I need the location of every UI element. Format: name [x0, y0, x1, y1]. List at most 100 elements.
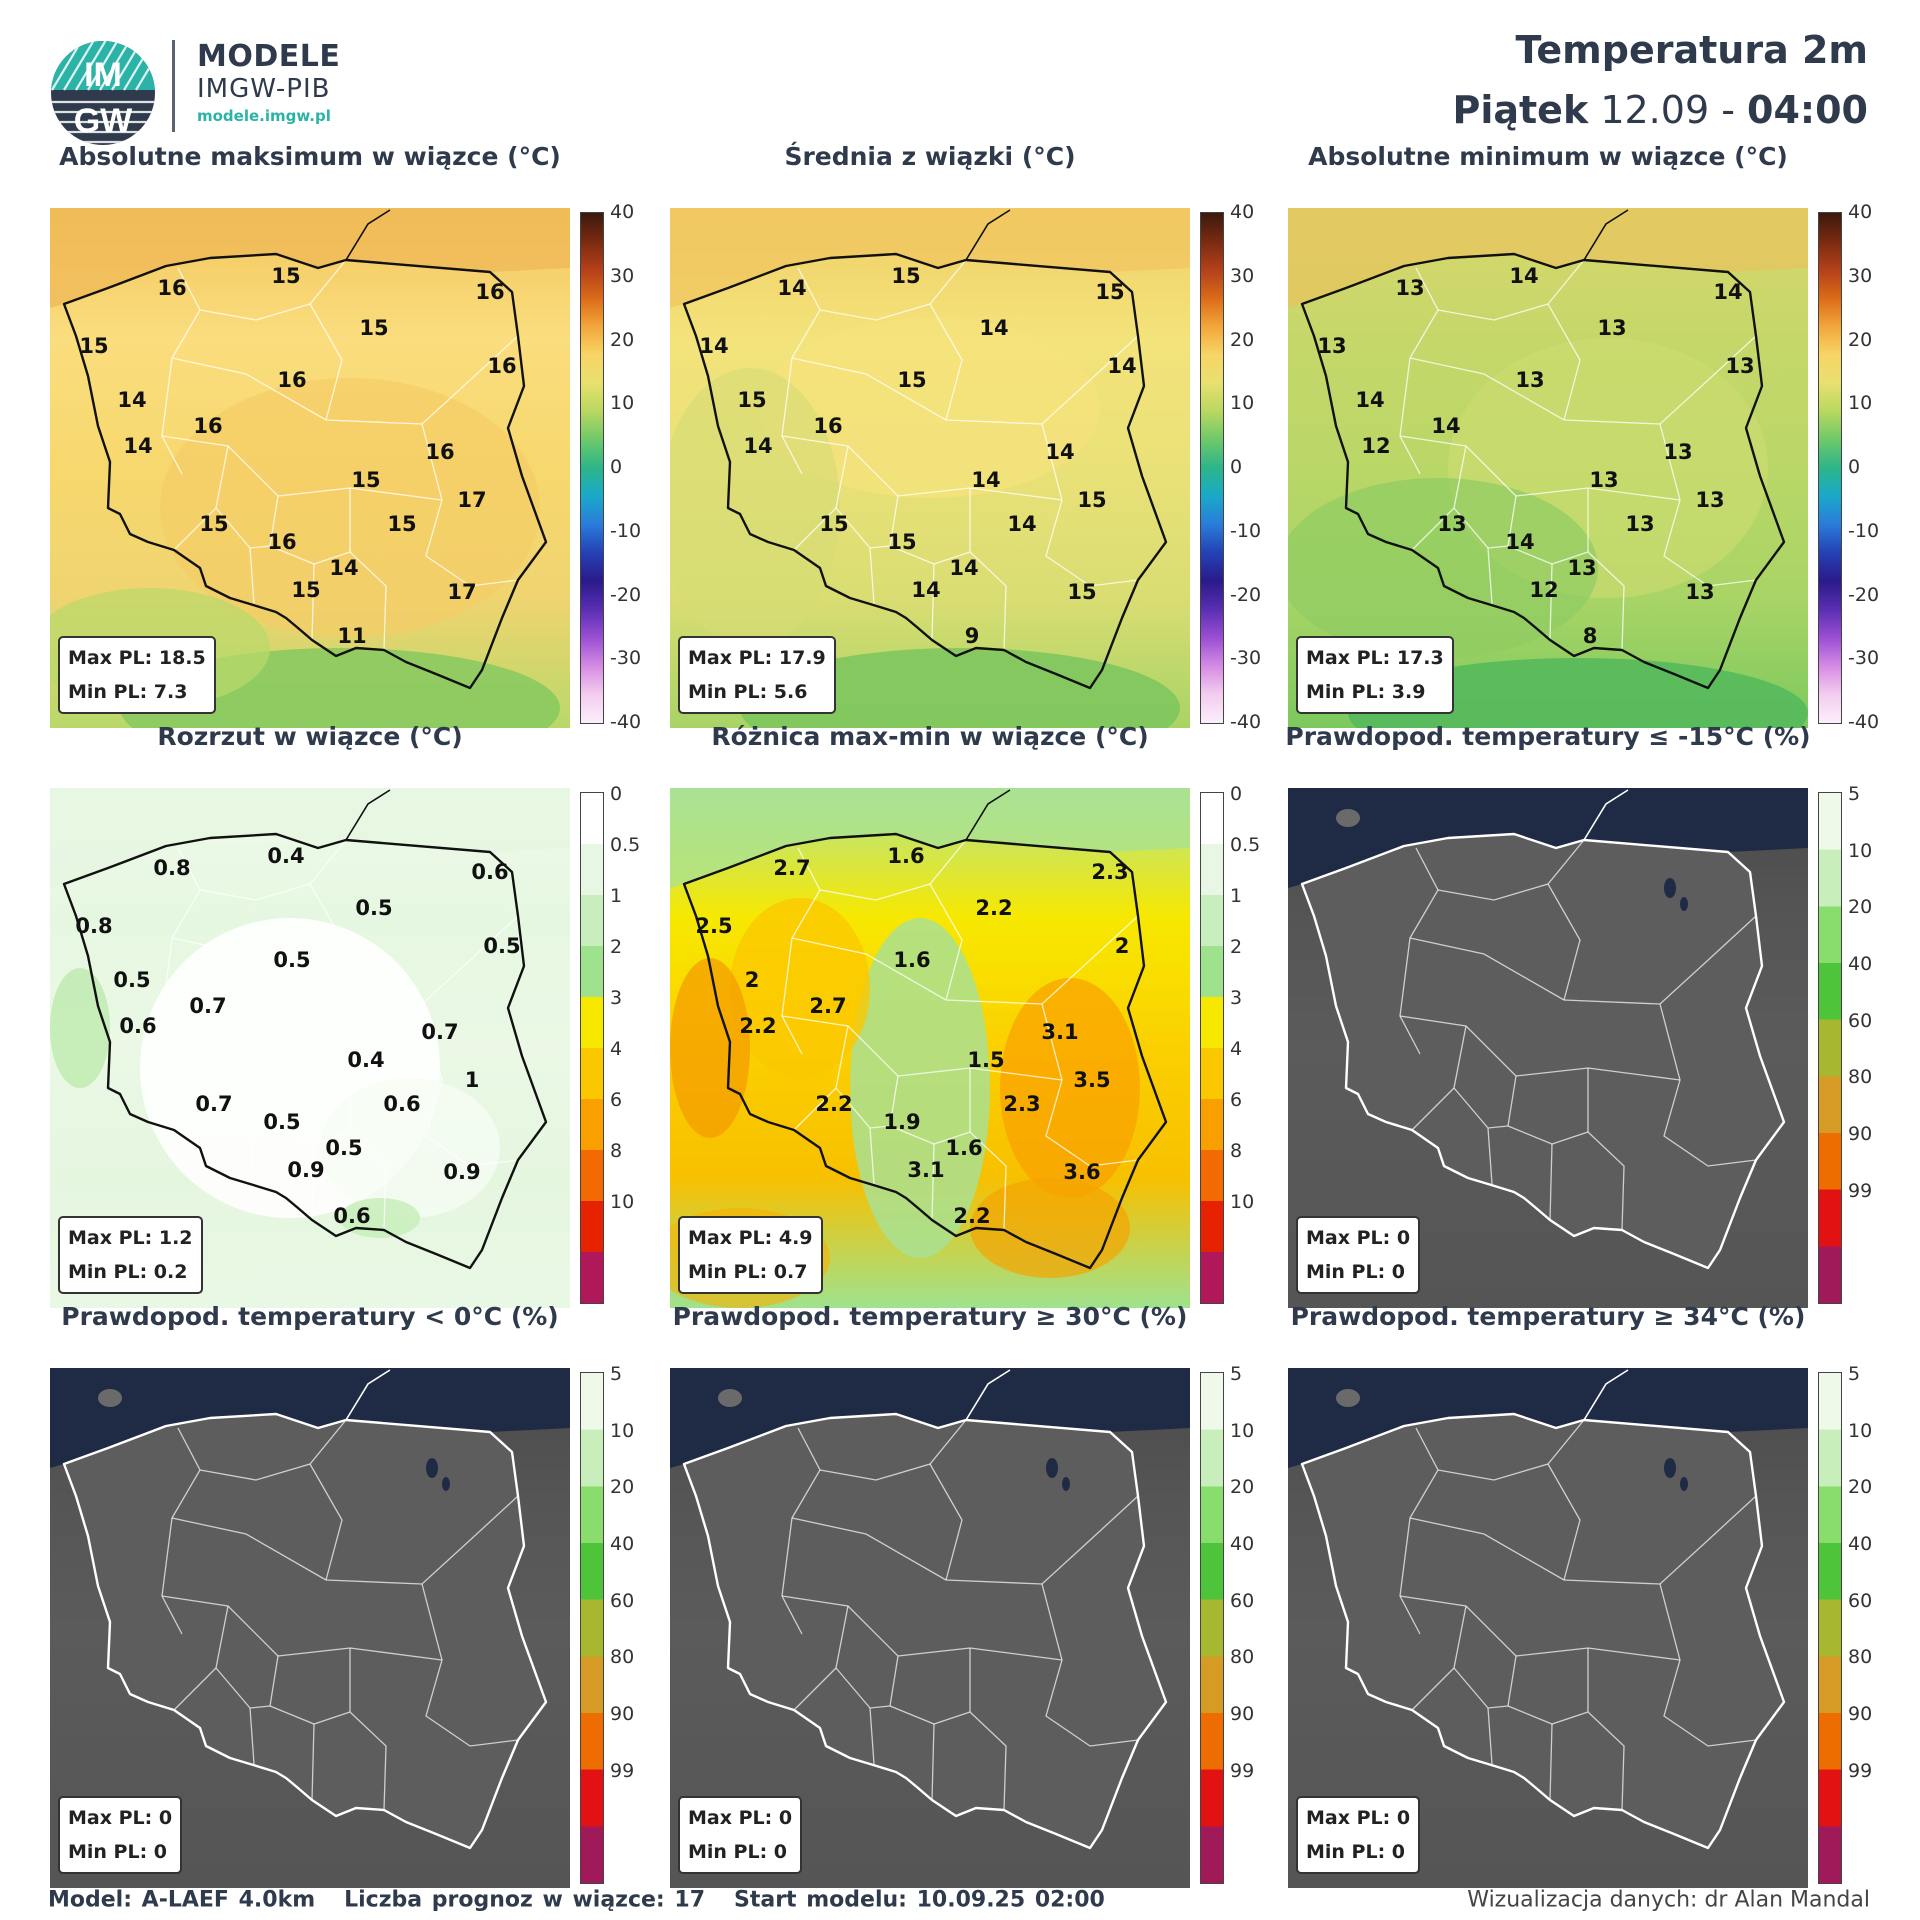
value-label: 14 — [1505, 530, 1535, 554]
value-label: 15 — [291, 578, 321, 602]
colorbar-tick: 80 — [1230, 1646, 1255, 1669]
value-label: 13 — [1725, 354, 1755, 378]
value-label: 0.8 — [153, 856, 191, 880]
value-label: 16 — [157, 276, 187, 300]
colorbar-tick: 4 — [1230, 1038, 1243, 1060]
colorbar-tick: 40 — [610, 1533, 635, 1555]
colorbar-tick: 40 — [610, 201, 635, 223]
colorbar-tick: 5 — [1848, 783, 1861, 805]
colorbar-tick: 0 — [610, 783, 623, 805]
stat-min: Min PL: 0.7 — [688, 1261, 808, 1283]
temp-colorbar — [580, 212, 604, 724]
map-canvas — [1288, 1368, 1808, 1888]
colorbar-tick: 10 — [1848, 392, 1873, 415]
value-label: 15 — [271, 264, 301, 288]
value-label: 1.5 — [967, 1048, 1005, 1072]
svg-text:GW: GW — [74, 102, 133, 140]
value-label: 0.5 — [355, 896, 393, 920]
value-label: 0.5 — [263, 1110, 301, 1134]
stats-box: Max PL: 1.2 Min PL: 0.2 — [58, 1216, 203, 1294]
value-label: 0.7 — [189, 994, 227, 1018]
value-label: 15 — [891, 264, 921, 288]
colorbar-tick: 8 — [610, 1140, 623, 1162]
value-label: 16 — [813, 414, 843, 438]
colorbar-tick: 99 — [610, 1759, 635, 1782]
page-title: Temperatura 2m — [1515, 28, 1868, 72]
value-label: 14 — [1007, 512, 1037, 536]
value-label: 0.8 — [75, 914, 113, 938]
credit: Wizualizacja danych: dr Alan Mandal — [1467, 1887, 1870, 1913]
colorbar-tick: 2 — [1230, 936, 1243, 958]
colorbar-tick: 5 — [1848, 1363, 1861, 1385]
colorbar-tick: 20 — [1230, 1476, 1255, 1499]
value-label: 1.6 — [893, 948, 931, 972]
stat-max: Max PL: 17.9 — [688, 647, 826, 669]
stat-min: Min PL: 0 — [1306, 1261, 1406, 1283]
value-label: 0.5 — [273, 948, 311, 972]
value-label: 13 — [1395, 276, 1425, 300]
spread-colorbar — [1200, 792, 1224, 1304]
value-label: 13 — [1685, 580, 1715, 604]
colorbar-tick: -20 — [1848, 583, 1880, 606]
value-label: 14 — [911, 578, 941, 602]
stats-box: Max PL: 0 Min PL: 0 — [678, 1796, 803, 1874]
value-label: 14 — [1045, 440, 1075, 464]
colorbar-tick: 40 — [1848, 201, 1873, 223]
colorbar-tick: 10 — [1848, 1419, 1873, 1442]
colorbar-tick: 40 — [1230, 1533, 1255, 1555]
value-label: 14 — [117, 388, 147, 412]
model-info: Model: A-LAEF 4.0km Liczba prognoz w wią… — [48, 1888, 1105, 1913]
value-label: 0.6 — [333, 1204, 371, 1228]
stat-min: Min PL: 3.9 — [1306, 681, 1426, 703]
stat-max: Max PL: 17.3 — [1306, 647, 1444, 669]
value-label: 12 — [1529, 578, 1559, 602]
value-label: 0.5 — [483, 934, 521, 958]
panel-title: Prawdopod. temperatury ≥ 30°C (%) — [672, 1302, 1188, 1331]
colorbar-tick: -40 — [610, 711, 642, 733]
value-label: 3.5 — [1073, 1068, 1111, 1092]
colorbar-tick: 80 — [1848, 1646, 1873, 1669]
colorbar-tick: 4 — [610, 1038, 623, 1060]
colorbar-tick: 5 — [1230, 1363, 1243, 1385]
panel-title: Prawdopod. temperatury ≤ -15°C (%) — [1285, 722, 1811, 751]
value-label: 1.6 — [945, 1136, 983, 1160]
stat-max: Max PL: 0 — [68, 1807, 173, 1829]
spread-colorbar — [580, 792, 604, 1304]
brand-url[interactable]: modele.imgw.pl — [197, 107, 331, 125]
value-label: 16 — [277, 368, 307, 392]
colorbar-tick: 20 — [610, 328, 635, 351]
panel-title: Prawdopod. temperatury < 0°C (%) — [61, 1302, 559, 1331]
stats-box: Max PL: 4.9 Min PL: 0.7 — [678, 1216, 823, 1294]
prob-colorbar — [1818, 1372, 1842, 1884]
colorbar-tick: 99 — [1230, 1759, 1255, 1782]
value-label: 15 — [1067, 580, 1097, 604]
value-label: 0.7 — [195, 1092, 233, 1116]
colorbar-tick: 60 — [610, 1589, 635, 1612]
brand-main: MODELE — [197, 39, 341, 74]
value-label: 16 — [425, 440, 455, 464]
stat-max: Max PL: 1.2 — [68, 1227, 193, 1249]
value-label: 14 — [1431, 414, 1461, 438]
colorbar-tick: 10 — [610, 392, 635, 415]
stat-min: Min PL: 0 — [68, 1841, 168, 1863]
value-label: 13 — [1625, 512, 1655, 536]
value-label: 13 — [1567, 556, 1597, 580]
colorbar-tick: 20 — [1848, 896, 1873, 919]
date-separator: - — [1721, 88, 1735, 132]
value-label: 0.4 — [347, 1048, 385, 1072]
panel-title: Absolutne minimum w wiązce (°C) — [1308, 142, 1788, 171]
value-label: 0.9 — [443, 1160, 481, 1184]
temp-colorbar — [1818, 212, 1842, 724]
value-label: 15 — [887, 530, 917, 554]
value-label: 8 — [1582, 624, 1598, 648]
colorbar-tick: 90 — [1848, 1123, 1873, 1145]
colorbar-tick: -30 — [1230, 647, 1262, 670]
value-label: 13 — [1695, 488, 1725, 512]
value-label: 0.6 — [383, 1092, 421, 1116]
value-label: 13 — [1437, 512, 1467, 536]
value-label: 14 — [699, 334, 729, 358]
colorbar-tick: 20 — [1230, 328, 1255, 351]
imgw-logo: IM GW — [50, 40, 156, 146]
value-label: 0.9 — [287, 1158, 325, 1182]
value-label: 14 — [1107, 354, 1137, 378]
